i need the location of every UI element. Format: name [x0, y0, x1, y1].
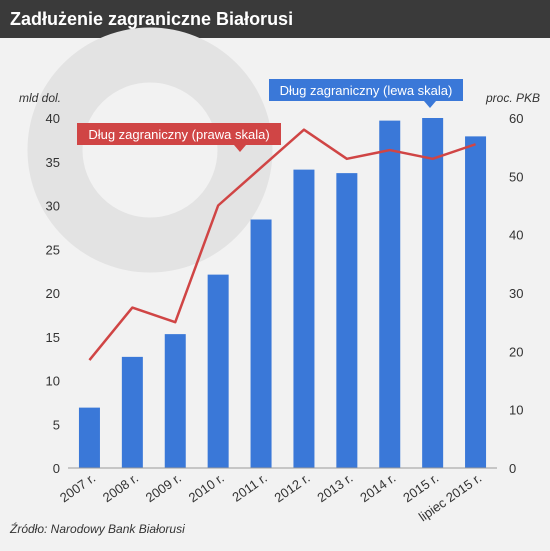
x-tick-label: 2008 r.: [100, 470, 141, 505]
left-axis-label: mld dol.: [19, 91, 61, 105]
left-tick-label: 35: [46, 155, 60, 170]
bar-6: [336, 173, 358, 468]
bar-9: [465, 136, 487, 468]
bar-2: [164, 334, 186, 468]
title-bar: Zadłużenie zagraniczne Białorusi: [0, 0, 550, 38]
x-tick-label: 2013 r.: [314, 470, 355, 505]
callout-bars: Dług zagraniczny (lewa skala): [269, 79, 463, 108]
right-axis-label: proc. PKB: [485, 91, 540, 105]
left-tick-label: 25: [46, 242, 60, 257]
line-layer: [88, 128, 476, 361]
left-tick-label: 20: [46, 286, 60, 301]
left-tick-label: 40: [46, 111, 60, 126]
bar-7: [379, 120, 401, 468]
x-tick-label: 2009 r.: [143, 470, 184, 505]
x-tick-label: 2011 r.: [229, 470, 269, 505]
right-tick-label: 60: [509, 111, 523, 126]
right-tick-label: 10: [509, 403, 523, 418]
bars-layer: [78, 118, 487, 468]
chart-title: Zadłużenie zagraniczne Białorusi: [10, 9, 294, 29]
right-tick-label: 40: [509, 228, 523, 243]
left-tick-label: 30: [46, 199, 60, 214]
line-series-path: [88, 128, 476, 361]
bar-5: [293, 169, 315, 468]
source-note: Źródło: Narodowy Bank Białorusi: [10, 522, 185, 536]
watermark-logo: [27, 27, 273, 273]
bar-0: [78, 407, 100, 468]
left-tick-label: 5: [53, 417, 60, 432]
left-tick-label: 0: [53, 461, 60, 476]
bar-4: [250, 219, 272, 468]
x-tick-label: 2010 r.: [186, 470, 227, 505]
left-tick-label: 15: [46, 330, 60, 345]
x-tick-label: 2007 r.: [57, 470, 98, 505]
x-tick-label: 2012 r.: [271, 470, 312, 505]
callout-layer: Dług zagraniczny (lewa skala) Dług zagran…: [77, 79, 463, 152]
bar-3: [207, 274, 229, 468]
right-tick-label: 50: [509, 169, 523, 184]
bar-8: [422, 118, 444, 468]
right-tick-label: 30: [509, 286, 523, 301]
right-tick-label: 20: [509, 344, 523, 359]
right-tick-label: 0: [509, 461, 516, 476]
callout-bars-text: Dług zagraniczny (lewa skala): [280, 83, 453, 98]
x-tick-label: 2014 r.: [357, 470, 398, 505]
bar-1: [121, 356, 143, 468]
callout-line-text: Dług zagraniczny (prawa skala): [88, 127, 269, 142]
callout-line: Dług zagraniczny (prawa skala): [77, 123, 281, 152]
left-tick-label: 10: [46, 374, 60, 389]
